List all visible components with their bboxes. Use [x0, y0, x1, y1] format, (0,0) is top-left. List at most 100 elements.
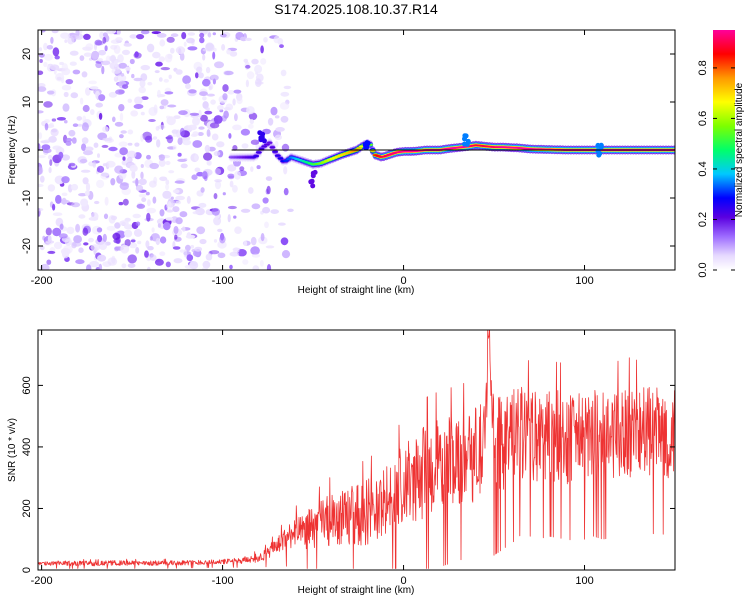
- noise-speckle: [211, 207, 220, 216]
- noise-speckle: [179, 249, 185, 253]
- noise-speckle: [173, 115, 181, 119]
- noise-speckle: [149, 254, 157, 261]
- noise-speckle: [205, 66, 211, 74]
- noise-speckle: [98, 263, 103, 270]
- noise-speckle: [194, 154, 199, 162]
- noise-speckle: [61, 197, 67, 205]
- noise-speckle: [140, 111, 145, 116]
- noise-speckle: [71, 137, 77, 144]
- noise-speckle: [245, 79, 249, 88]
- noise-speckle: [133, 77, 143, 82]
- noise-speckle: [102, 32, 108, 37]
- noise-speckle: [154, 258, 164, 266]
- noise-speckle: [91, 50, 100, 60]
- noise-speckle: [266, 185, 271, 195]
- noise-speckle: [148, 119, 156, 122]
- colorbar-title: Normalized spectral amplitude: [734, 82, 745, 217]
- noise-speckle: [102, 126, 109, 133]
- x-tick-label: 0: [400, 575, 406, 587]
- noise-speckle: [182, 139, 192, 146]
- noise-speckle: [78, 193, 87, 197]
- y-tick-label: 600: [21, 376, 33, 394]
- ridge-spur: [259, 134, 265, 140]
- ridge-spur: [462, 133, 468, 139]
- noise-speckle: [123, 43, 132, 47]
- noise-speckle: [168, 74, 172, 80]
- top-x-axis-title: Height of straight line (km): [298, 285, 415, 296]
- noise-speckle: [90, 109, 95, 115]
- ridge-layer: [228, 130, 675, 189]
- noise-speckle: [56, 117, 66, 121]
- noise-speckle: [217, 252, 226, 259]
- ridge-mark: [258, 147, 265, 150]
- noise-speckle: [165, 179, 170, 185]
- ridge-mark: [253, 155, 260, 157]
- noise-speckle: [208, 85, 212, 91]
- noise-speckle: [139, 79, 146, 88]
- noise-speckle: [250, 246, 260, 256]
- noise-speckle: [174, 234, 178, 240]
- noise-speckle: [114, 222, 121, 229]
- noise-speckle: [52, 47, 60, 57]
- noise-speckle: [75, 259, 85, 265]
- noise-speckle: [79, 158, 88, 164]
- noise-speckle: [227, 173, 235, 179]
- noise-speckle: [97, 235, 103, 243]
- noise-speckle: [157, 223, 161, 228]
- noise-speckle: [61, 84, 72, 91]
- noise-speckle: [100, 172, 110, 180]
- noise-speckle: [159, 105, 165, 110]
- ridge-spur: [310, 170, 316, 176]
- noise-speckle: [259, 260, 264, 267]
- noise-speckle: [38, 70, 44, 76]
- noise-speckle: [236, 97, 243, 105]
- noise-speckle: [145, 135, 153, 143]
- noise-speckle: [173, 226, 179, 234]
- noise-speckle: [227, 214, 231, 223]
- noise-speckle: [84, 146, 94, 152]
- noise-speckle: [127, 142, 133, 146]
- noise-speckle: [192, 116, 200, 126]
- noise-speckle: [135, 184, 144, 192]
- noise-speckle: [185, 244, 191, 252]
- noise-speckle: [85, 43, 94, 51]
- noise-speckle: [237, 249, 247, 257]
- noise-speckle: [50, 128, 59, 137]
- noise-speckle: [124, 239, 131, 247]
- noise-speckle: [120, 130, 127, 134]
- y-tick-label: 200: [21, 499, 33, 517]
- noise-speckle: [181, 226, 186, 232]
- noise-speckle: [116, 30, 121, 35]
- noise-speckle: [78, 214, 86, 219]
- noise-speckle: [43, 53, 53, 61]
- noise-speckle: [96, 165, 105, 173]
- noise-speckle: [240, 36, 248, 42]
- y-tick-label: 20: [21, 48, 33, 60]
- noise-speckle: [124, 229, 133, 238]
- noise-speckle: [209, 250, 220, 255]
- noise-speckle: [214, 180, 222, 190]
- noise-speckle: [267, 117, 274, 126]
- noise-speckle: [181, 31, 187, 40]
- noise-speckle: [157, 124, 166, 130]
- noise-speckle: [126, 150, 137, 159]
- noise-speckle: [224, 70, 234, 76]
- noise-speckle: [140, 134, 144, 142]
- noise-speckle: [173, 258, 183, 264]
- noise-speckle: [220, 33, 227, 38]
- noise-speckle: [163, 78, 169, 83]
- noise-speckle: [141, 96, 149, 100]
- ridge-mark: [277, 157, 284, 160]
- noise-speckle: [175, 69, 183, 75]
- noise-speckle: [270, 209, 280, 215]
- ridge-mark: [356, 147, 363, 150]
- noise-speckle: [47, 154, 53, 160]
- noise-speckle: [249, 119, 254, 125]
- ridge-spur: [596, 152, 602, 158]
- noise-speckle: [165, 160, 171, 166]
- noise-speckle: [159, 209, 165, 217]
- noise-speckle: [134, 51, 139, 58]
- noise-speckle: [283, 166, 288, 175]
- noise-speckle: [199, 91, 208, 97]
- noise-speckle: [170, 196, 174, 200]
